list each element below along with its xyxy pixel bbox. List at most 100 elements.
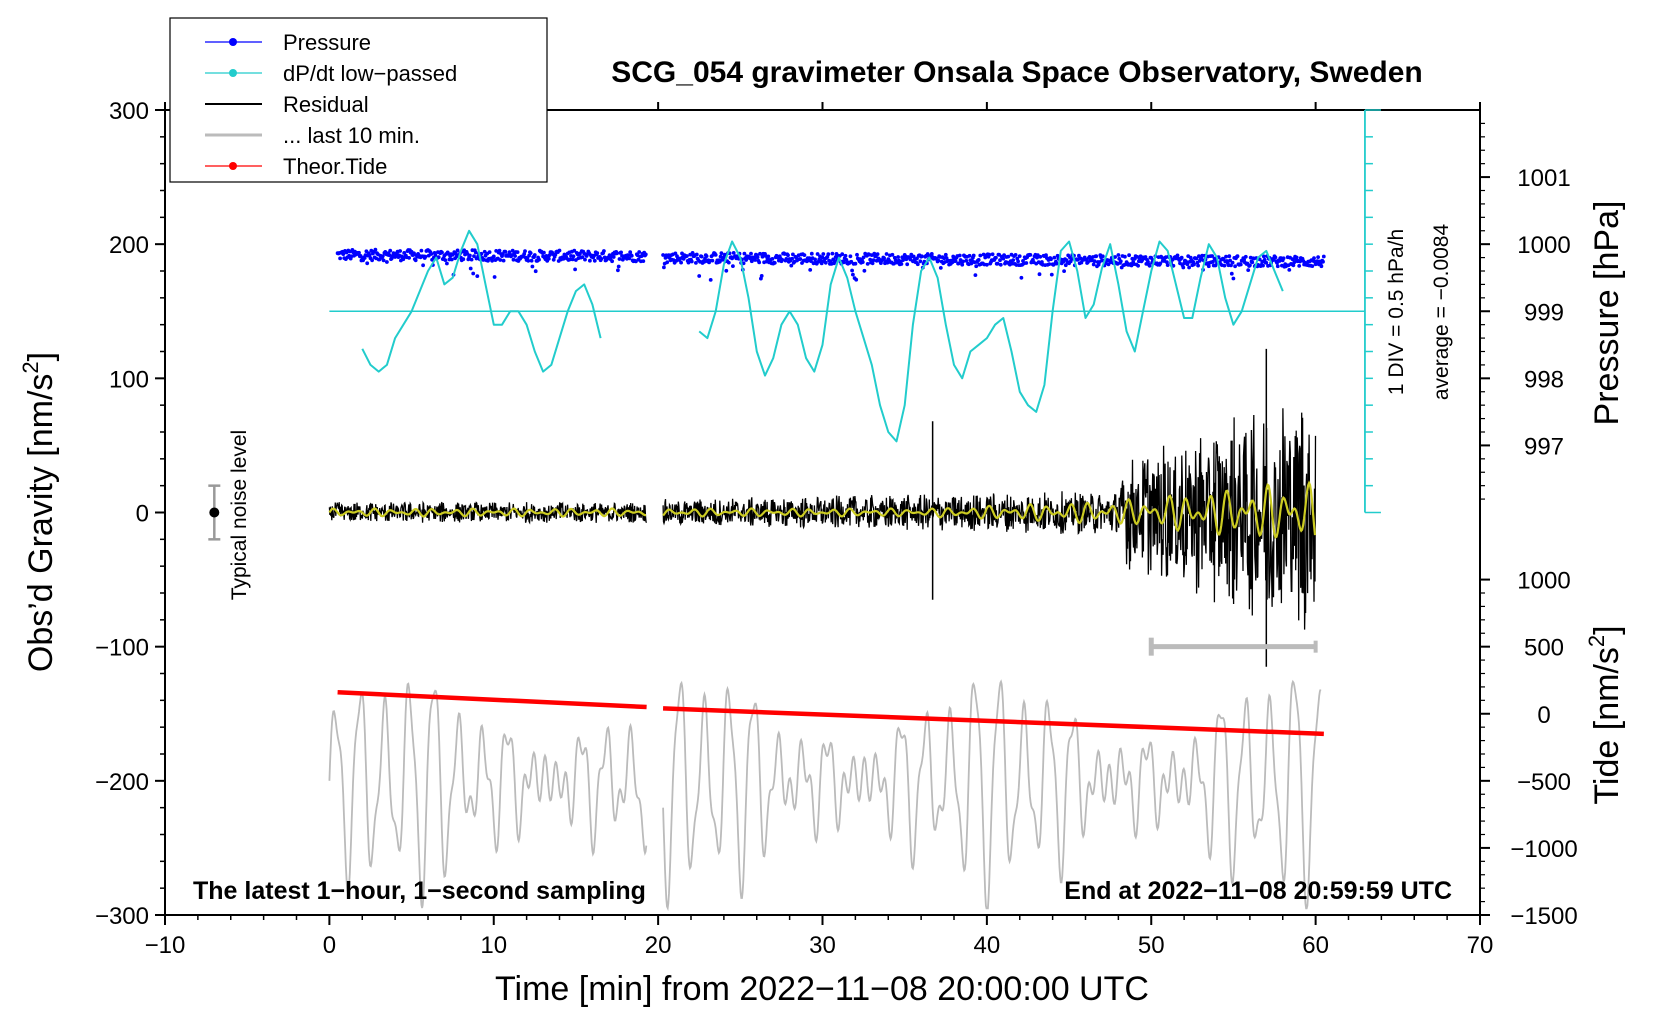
series-dpdt-low-passed — [361, 229, 1284, 443]
legend-label: Residual — [283, 92, 369, 117]
pressure-point — [1092, 259, 1097, 264]
pressure-point — [487, 250, 492, 255]
pressure-point — [665, 260, 670, 265]
pressure-point — [786, 253, 790, 258]
pressure-point — [1319, 264, 1324, 269]
y-tick-label: −200 — [95, 769, 149, 796]
pressure-point — [1165, 260, 1169, 265]
pressure-point — [1316, 255, 1320, 259]
residual-smoothed-line — [662, 480, 1317, 539]
pressure-point — [1290, 257, 1295, 262]
pressure-point — [791, 252, 795, 257]
pressure-point — [440, 250, 444, 255]
y-tick-label: 100 — [109, 366, 149, 393]
series-residual — [328, 348, 1317, 667]
pressure-point — [1135, 255, 1140, 259]
pressure-point — [436, 255, 441, 260]
pressure-point — [978, 253, 983, 258]
pressure-point — [925, 252, 930, 256]
pressure-point — [373, 247, 378, 252]
tide-tick-label: −1000 — [1510, 836, 1577, 863]
pressure-point — [542, 250, 546, 255]
pressure-point — [798, 257, 803, 261]
pressure-point — [1052, 255, 1057, 260]
pressure-point — [964, 258, 969, 263]
pressure-point — [1211, 259, 1215, 264]
x-tick-label: 60 — [1302, 932, 1329, 959]
pressure-point — [1321, 254, 1326, 259]
pressure-point — [718, 254, 723, 259]
pressure-point — [449, 257, 454, 262]
pressure-point — [1147, 263, 1152, 268]
pressure-point — [789, 263, 794, 268]
pressure-point — [920, 254, 924, 259]
pressure-point — [1038, 254, 1043, 259]
pressure-point — [419, 248, 424, 253]
legend-label: Theor.Tide — [283, 154, 387, 179]
pressure-point — [490, 258, 494, 263]
pressure-point — [976, 258, 981, 262]
pressure-point — [884, 252, 889, 256]
pressure-point — [821, 252, 826, 256]
legend-marker — [229, 38, 237, 46]
pressure-point — [445, 261, 449, 266]
series-pressure — [335, 247, 1326, 282]
pressure-point — [599, 257, 604, 261]
pressure-point — [862, 268, 867, 273]
pressure-point — [1196, 263, 1200, 268]
pressure-point — [961, 259, 965, 264]
pressure-point — [628, 250, 633, 255]
pressure-point — [755, 255, 760, 260]
pressure-point — [1243, 254, 1248, 259]
x-tick-label: 10 — [480, 932, 507, 959]
noise-label: Typical noise level — [228, 430, 251, 600]
pressure-point — [1006, 254, 1011, 259]
pressure-point — [702, 260, 707, 264]
pressure-point — [766, 254, 771, 259]
pressure-point — [694, 252, 699, 257]
pressure-point — [1028, 253, 1033, 257]
pressure-point — [530, 264, 535, 269]
pressure-point — [423, 254, 428, 259]
y-tick-label: 200 — [109, 232, 149, 259]
pressure-point — [770, 257, 775, 261]
pressure-point — [532, 253, 537, 257]
pressure-point — [1250, 260, 1255, 265]
pressure-point — [1024, 261, 1029, 265]
pressure-point — [1037, 272, 1042, 277]
pressure-point — [840, 252, 845, 257]
pressure-point — [492, 275, 497, 279]
pressure-point — [625, 253, 630, 257]
pressure-point — [1231, 276, 1236, 281]
tide-tick-label: 1000 — [1517, 568, 1570, 595]
pressure-point — [475, 274, 480, 278]
pressure-point — [1291, 263, 1296, 268]
pressure-point — [759, 274, 764, 278]
pressure-point — [713, 253, 718, 257]
annotations — [208, 109, 1381, 656]
legend-label: dP/dt low−passed — [283, 61, 457, 86]
pressure-point — [547, 253, 552, 257]
pressure-point — [572, 248, 577, 253]
pressure-point — [523, 249, 527, 254]
pressure-point — [497, 248, 502, 253]
pressure-point — [853, 261, 858, 266]
pressure-point — [815, 252, 820, 256]
pressure-point — [387, 253, 392, 258]
pressure-point — [533, 269, 538, 274]
dpdt-line — [361, 229, 602, 373]
legend-label: ... last 10 min. — [283, 123, 420, 148]
pressure-point — [704, 254, 709, 258]
pressure-point — [868, 257, 873, 262]
pressure-point — [627, 256, 632, 261]
pressure-point — [936, 258, 941, 263]
pressure-point — [843, 253, 848, 258]
pressure-point — [953, 259, 958, 263]
y-tick-label: −300 — [95, 903, 149, 930]
noise-center-dot — [209, 507, 220, 518]
pressure-point — [1248, 263, 1252, 268]
pressure-point — [641, 259, 646, 263]
pressure-point — [1077, 253, 1081, 258]
pressure-point — [573, 267, 577, 272]
pressure-point — [1113, 255, 1117, 259]
